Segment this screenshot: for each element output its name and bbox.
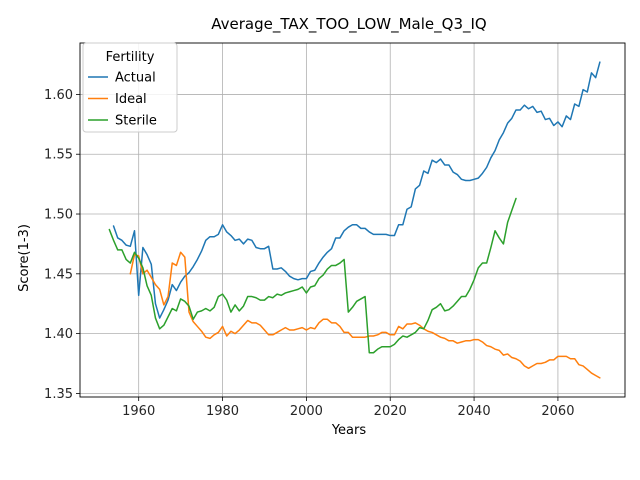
legend-label-sterile: Sterile <box>115 114 157 129</box>
y-tick-label: 1.55 <box>44 148 73 163</box>
series-line-actual <box>112 61 601 319</box>
plot-area-frame <box>79 42 626 398</box>
x-tick-label: 2020 <box>374 404 407 419</box>
x-tick-label: 1980 <box>206 404 239 419</box>
x-axis-label: Years <box>331 423 367 438</box>
legend: Fertility Actual Ideal Sterile <box>82 42 178 133</box>
x-tick-label: 2060 <box>541 404 574 419</box>
legend-label-actual: Actual <box>115 71 156 86</box>
legend-label-ideal: Ideal <box>115 92 147 107</box>
x-tick-label: 1960 <box>122 404 155 419</box>
x-tick-label: 2000 <box>290 404 323 419</box>
legend-title: Fertility <box>106 50 155 65</box>
axis-ticks: 1960 1980 2000 2020 2040 2060 1.35 1.40 1.45 1.50… <box>44 88 574 419</box>
series-line-ideal <box>129 251 601 379</box>
y-tick-label: 1.60 <box>44 88 73 103</box>
legend-entries: Actual Ideal Sterile <box>88 71 157 129</box>
legend-box <box>82 42 178 133</box>
series-line-sterile <box>108 197 517 354</box>
y-tick-label: 1.35 <box>44 387 73 402</box>
x-tick-label: 2040 <box>458 404 491 419</box>
series-lines <box>108 61 601 379</box>
y-tick-label: 1.45 <box>44 267 73 282</box>
y-tick-label: 1.50 <box>44 208 73 223</box>
y-tick-label: 1.40 <box>44 327 73 342</box>
chart-title: Average_TAX_TOO_LOW_Male_Q3_IQ <box>211 15 486 34</box>
y-axis-label: Score(1-3) <box>17 224 32 292</box>
